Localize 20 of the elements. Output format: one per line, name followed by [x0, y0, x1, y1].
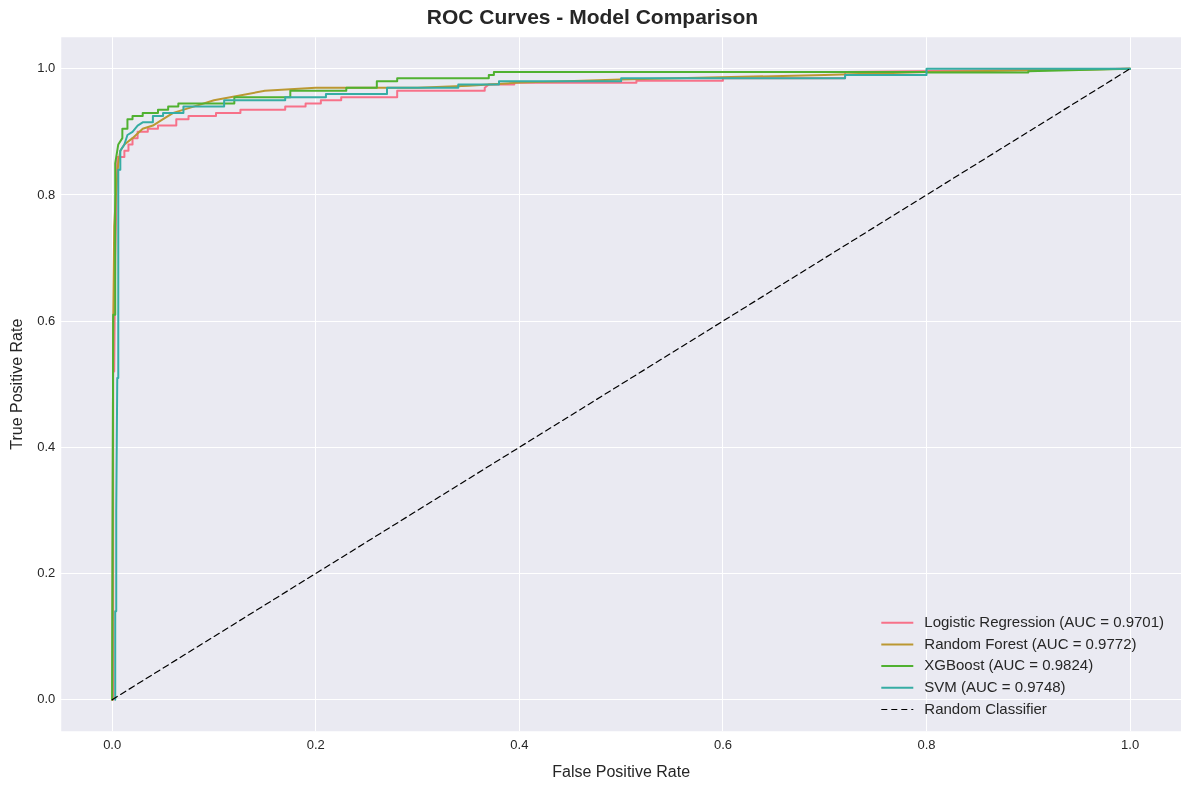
- y-tick-label: 1.0: [37, 60, 56, 76]
- legend-label: XGBoost (AUC = 0.9824): [924, 656, 1094, 674]
- chart-title: ROC Curves - Model Comparison: [426, 5, 759, 29]
- y-tick-label: 0.0: [37, 691, 56, 707]
- y-tick-label: 0.2: [37, 565, 56, 581]
- y-tick-label: 0.8: [37, 186, 56, 202]
- y-tick-label: 0.6: [37, 312, 56, 328]
- x-tick-label: 0.4: [510, 736, 529, 752]
- y-axis-title: True Positive Rate: [8, 318, 26, 450]
- x-tick-label: 0.8: [917, 736, 936, 752]
- x-tick-label: 0.6: [713, 736, 732, 752]
- y-tick-label: 0.4: [37, 438, 56, 454]
- x-tick-label: 0.0: [103, 736, 122, 752]
- legend-label: SVM (AUC = 0.9748): [924, 677, 1066, 695]
- x-axis-title: False Positive Rate: [552, 762, 691, 780]
- legend-label: Logistic Regression (AUC = 0.9701): [924, 612, 1164, 630]
- x-tick-label: 1.0: [1121, 736, 1140, 752]
- legend-label: Random Classifier: [924, 699, 1047, 717]
- x-tick-label: 0.2: [306, 736, 325, 752]
- legend-label: Random Forest (AUC = 0.9772): [924, 634, 1137, 652]
